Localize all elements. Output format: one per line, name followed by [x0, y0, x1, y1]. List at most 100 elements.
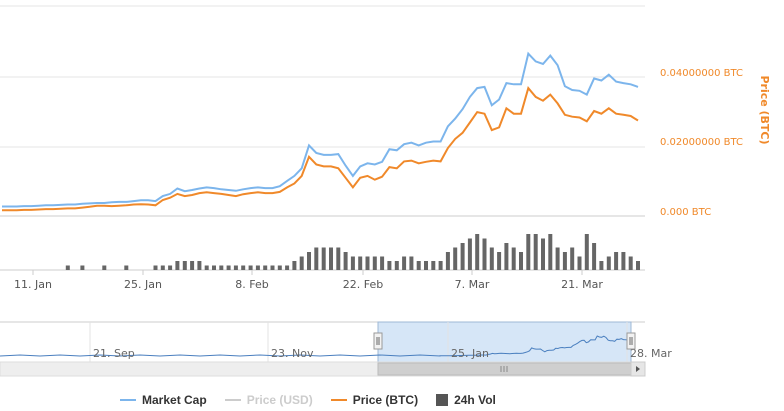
- y-axis-title: Price (BTC): [758, 75, 771, 144]
- volume-bar: [475, 234, 480, 270]
- volume-bars: [65, 234, 640, 270]
- volume-bar: [314, 247, 319, 270]
- volume-bar: [504, 243, 509, 270]
- ytick-label: 0.000 BTC: [660, 207, 711, 218]
- series-line-market-cap: [2, 51, 639, 208]
- volume-bar: [541, 238, 545, 270]
- ytick-label: 0.04000000 BTC: [660, 68, 743, 79]
- volume-bar: [489, 247, 494, 270]
- legend-item-market-cap[interactable]: Market Cap: [120, 393, 207, 407]
- volume-bar: [175, 261, 180, 270]
- volume-bar: [292, 261, 297, 270]
- x-tick-label: 21. Mar: [561, 278, 603, 291]
- volume-bar: [570, 247, 575, 270]
- navigator-tick-label: 25. Jan: [451, 347, 489, 360]
- x-axis: 11. Jan 25. Jan 8. Feb 22. Feb 7. Mar 21…: [14, 270, 603, 291]
- volume-bar: [212, 265, 216, 270]
- volume-bar: [358, 256, 363, 270]
- legend-item-price-usd[interactable]: Price (USD): [224, 393, 313, 407]
- volume-bar: [241, 265, 246, 270]
- volume-bar: [219, 265, 224, 270]
- legend: Market Cap Price (USD) Price (BTC) 24h V…: [120, 390, 496, 410]
- volume-bar: [336, 247, 341, 270]
- volume-bar: [321, 247, 326, 270]
- volume-bar: [562, 252, 567, 270]
- navigator-selected-range[interactable]: [377, 321, 632, 363]
- grid: [0, 5, 645, 271]
- volume-bar: [307, 252, 311, 270]
- volume-bar: [577, 256, 582, 270]
- scrollbar[interactable]: [0, 361, 646, 377]
- volume-bar: [226, 265, 231, 270]
- navigator-tick-label: 28. Mar: [630, 347, 672, 360]
- navigator-series-line: [0, 335, 631, 357]
- volume-bar: [197, 261, 202, 270]
- series-line-price-btc: [2, 86, 639, 212]
- volume-bar: [438, 261, 443, 270]
- volume-bar: [431, 261, 436, 270]
- volume-bar: [80, 265, 85, 270]
- volume-bar: [533, 234, 538, 270]
- volume-bar: [285, 265, 290, 270]
- volume-bar: [636, 261, 640, 270]
- volume-bar: [233, 265, 238, 270]
- volume-bar: [372, 256, 377, 270]
- arrow-right-icon: [636, 366, 640, 372]
- legend-item-price-btc[interactable]: Price (BTC): [330, 393, 419, 407]
- volume-bar: [270, 265, 275, 270]
- volume-bar: [380, 256, 385, 270]
- volume-bar: [255, 265, 260, 270]
- volume-bar: [519, 252, 523, 270]
- volume-bar: [584, 234, 589, 270]
- volume-bar: [467, 238, 472, 270]
- volume-bar: [343, 252, 348, 270]
- volume-bar: [548, 234, 553, 270]
- volume-bar: [299, 256, 304, 270]
- volume-bar: [445, 252, 450, 270]
- navigator-tick-label: 21. Sep: [93, 347, 135, 360]
- legend-square-icon: [436, 394, 449, 406]
- volume-bar: [424, 261, 428, 270]
- navigator-left-handle[interactable]: [373, 332, 383, 350]
- volume-bar: [460, 243, 465, 270]
- legend-line-icon: [120, 399, 136, 401]
- volume-bar: [365, 256, 370, 270]
- volume-bar: [160, 265, 165, 270]
- volume-bar: [329, 247, 333, 270]
- handle-box[interactable]: [626, 332, 636, 350]
- volume-bar: [182, 261, 187, 270]
- volume-bar: [592, 243, 597, 270]
- volume-bar: [599, 261, 604, 270]
- volume-bar: [387, 261, 392, 270]
- volume-bar: [168, 265, 173, 270]
- volume-bar: [277, 265, 282, 270]
- x-tick-label: 22. Feb: [343, 278, 383, 291]
- price-lines: [2, 51, 639, 212]
- volume-bar: [263, 265, 268, 270]
- legend-item-volume[interactable]: 24h Vol: [436, 393, 496, 407]
- x-tick-label: 8. Feb: [235, 278, 268, 291]
- navigator[interactable]: 21. Sep 23. Nov 25. Jan 28. Mar: [0, 321, 672, 363]
- volume-bar: [65, 265, 70, 270]
- volume-bar: [102, 265, 107, 270]
- volume-bar: [190, 261, 195, 270]
- handle-box[interactable]: [373, 332, 383, 350]
- volume-bar: [511, 247, 516, 270]
- legend-label: Price (BTC): [352, 393, 419, 407]
- volume-bar: [453, 247, 458, 270]
- volume-bar: [248, 265, 253, 270]
- legend-label: Market Cap: [142, 393, 207, 407]
- volume-bar: [416, 261, 421, 270]
- volume-bar: [628, 256, 633, 270]
- volume-bar: [614, 252, 619, 270]
- volume-bar: [621, 252, 626, 270]
- navigator-tick-label: 23. Nov: [271, 347, 314, 360]
- x-tick-label: 25. Jan: [124, 278, 162, 291]
- volume-bar: [409, 256, 414, 270]
- navigator-right-handle[interactable]: [626, 332, 636, 350]
- legend-label: Price (USD): [246, 393, 313, 407]
- volume-bar: [124, 265, 129, 270]
- volume-bar: [526, 234, 531, 270]
- right-axis: 0.04000000 BTC 0.02000000 BTC 0.000 BTC …: [660, 68, 771, 218]
